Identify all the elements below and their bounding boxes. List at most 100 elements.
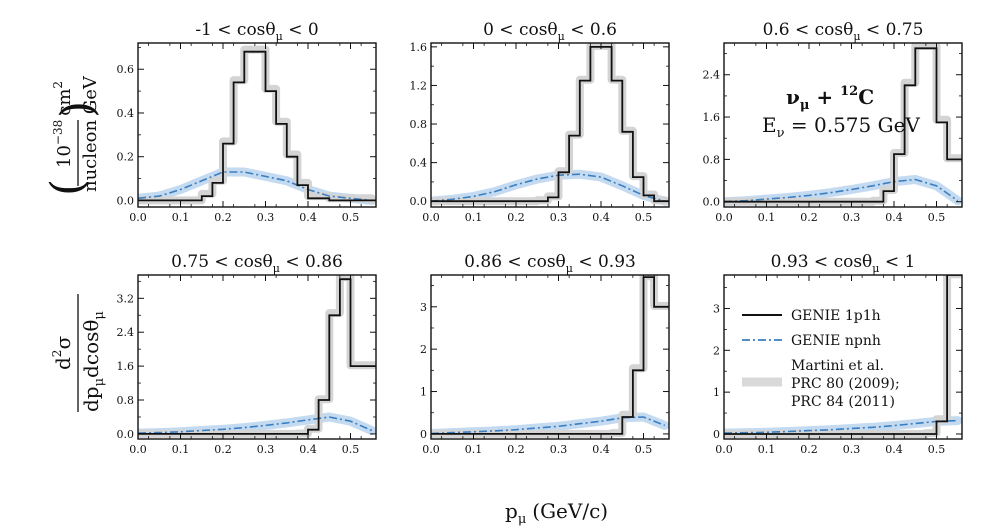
martini-band (138, 275, 376, 438)
y-label-unit-numerator: 10−38cm2 (51, 81, 75, 168)
y-tick-label: 0.8 (410, 118, 428, 131)
y-axis-label: ( ) 10−38cm2 nucleon GeV d2σ dpμdcosθμ (42, 75, 107, 412)
panel-title-pre: 0.93 < cosθ (771, 252, 873, 272)
panel-title: 0.6 < cosθμ < 0.75 (763, 20, 924, 43)
panel-frame (430, 42, 670, 208)
genie-1p1h-line (431, 46, 669, 203)
panel-3: 0.6 < cosθμ < 0.75 0.0 0.1 0.2 0.3 0.4 0.5 0.0 0… (703, 20, 963, 224)
x-tick-label: 0.5 (342, 443, 360, 456)
plot-area (431, 43, 669, 206)
panel-title-pre: 0.75 < cosθ (171, 252, 273, 272)
y-tick-label: 0.0 (410, 195, 428, 208)
x-tick-label: 0.3 (843, 443, 861, 456)
x-tick-label: 0.0 (129, 443, 147, 456)
plot-area (724, 275, 962, 438)
x-tick-label: 0.0 (129, 211, 147, 224)
y-tick-label: 0.8 (703, 153, 721, 166)
x-tick-label: 0.5 (928, 211, 946, 224)
panel-title: 0.75 < cosθμ < 0.86 (171, 252, 343, 275)
martini-band (431, 275, 669, 438)
x-tick-label: 0.3 (843, 211, 861, 224)
x-tick-label: 0.2 (214, 211, 232, 224)
y-tick-label: 2.4 (117, 326, 135, 339)
y-tick-label: 0.0 (117, 428, 135, 441)
x-tick-label: 0.4 (299, 211, 317, 224)
y-tick-label: 0 (713, 428, 720, 441)
legend-label-martini-line1: Martini et al. (791, 358, 884, 374)
reaction-annotation: νμ + 12C Eν = 0.575 GeV (762, 84, 920, 141)
panel-title: 0.86 < cosθμ < 0.93 (464, 252, 636, 275)
y-tick-label: 0.2 (117, 151, 135, 164)
panel-6: 0.93 < cosθμ < 1 0.0 0.1 0.2 0.3 0.4 0.5 0 1 2 3 (713, 252, 963, 456)
x-tick-label: 0.4 (592, 443, 610, 456)
x-tick-label: 0.0 (715, 443, 733, 456)
genie-1p1h-line (724, 47, 962, 203)
y-label-unit-denominator: nucleon GeV (80, 75, 101, 192)
y-tick-label: 3.2 (117, 292, 135, 305)
x-tick-label: 0.1 (172, 211, 190, 224)
genie-1p1h-line (138, 50, 376, 202)
x-tick-label: 0.2 (800, 211, 818, 224)
genie-npnh-line (431, 173, 666, 202)
panel-4: 0.75 < cosθμ < 0.86 0.0 0.1 0.2 0.3 0.4 0.5 0.0… (117, 252, 377, 456)
y-tick-label: 3 (713, 302, 720, 315)
x-tick-label: 0.4 (885, 211, 903, 224)
panel-frame (723, 42, 963, 208)
y-tick-label: 1.2 (410, 79, 428, 92)
y-tick-label: 1.6 (410, 41, 428, 54)
panel-title-pre: 0.6 < cosθ (763, 20, 854, 40)
panel-title-sub: μ (872, 262, 879, 275)
x-tick-label: 0.1 (758, 211, 776, 224)
panel-title-sub: μ (273, 262, 280, 275)
x-tick-label: 0.5 (928, 443, 946, 456)
genie-1p1h-line (138, 278, 376, 435)
y-tick-label: 0.4 (117, 107, 135, 120)
panel-title-sub: μ (276, 30, 283, 43)
y-label-prefix-denominator: dpμdcosθμ (79, 311, 107, 412)
y-tick-label: 0 (420, 428, 427, 441)
reaction-label: νμ + 12C (786, 84, 874, 113)
x-tick-label: 0.5 (342, 211, 360, 224)
x-tick-label: 0.0 (422, 443, 440, 456)
y-tick-label: 0.8 (117, 394, 135, 407)
y-tick-label: 3 (420, 301, 427, 314)
genie-npnh-line (724, 419, 958, 434)
panel-title-post: < 0.86 (280, 252, 343, 272)
y-tick-label: 0.4 (410, 157, 428, 170)
x-tick-label: 0.0 (715, 211, 733, 224)
x-tick-label: 0.5 (635, 211, 653, 224)
y-label-paren-close: ) (52, 101, 103, 118)
x-tick-label: 0.1 (465, 443, 483, 456)
panel-title-post: < 0.75 (861, 20, 924, 40)
x-tick-label: 0.0 (422, 211, 440, 224)
y-tick-label: 1.6 (117, 360, 135, 373)
y-label-paren-open: ( (42, 179, 93, 196)
x-tick-label: 0.4 (592, 211, 610, 224)
x-tick-label: 0.1 (758, 443, 776, 456)
panel-frame (137, 42, 377, 208)
y-tick-label: 2.4 (703, 69, 721, 82)
x-tick-label: 0.2 (507, 443, 525, 456)
plot-area (431, 275, 669, 438)
plot-area (138, 275, 376, 438)
panel-title-sub: μ (566, 262, 573, 275)
x-tick-label: 0.5 (635, 443, 653, 456)
panels-group: -1 < cosθμ < 00.0 0.1 0.2 0.3 0.4 0.50.00.20.… (117, 20, 963, 456)
panel-title-post: < 1 (879, 252, 915, 272)
panel-title-sub: μ (558, 30, 565, 43)
y-tick-label: 1 (713, 386, 720, 399)
legend-label-genie-1p1h: GENIE 1p1h (791, 308, 881, 324)
panel-title-post: < 0 (283, 20, 319, 40)
energy-label: Eν = 0.575 GeV (762, 113, 920, 141)
panel-5: 0.86 < cosθμ < 0.93 0.0 0.1 0.2 0.3 0.4 0.5 0 1 2… (420, 252, 670, 456)
y-tick-label: 2 (713, 344, 720, 357)
panel-title-post: < 0.6 (565, 20, 617, 40)
x-tick-label: 0.3 (257, 211, 275, 224)
martini-band (724, 275, 962, 438)
x-tick-label: 0.2 (800, 443, 818, 456)
genie-npnh-line (724, 178, 959, 203)
y-tick-label: 0.0 (117, 194, 135, 207)
panel-2: 0 < cosθμ < 0.6 0.0 0.1 0.2 0.3 0.4 0.5 0.0 0.4 0… (410, 20, 670, 224)
panel-title: 0 < cosθμ < 0.6 (483, 20, 617, 43)
plot-area (138, 45, 376, 205)
